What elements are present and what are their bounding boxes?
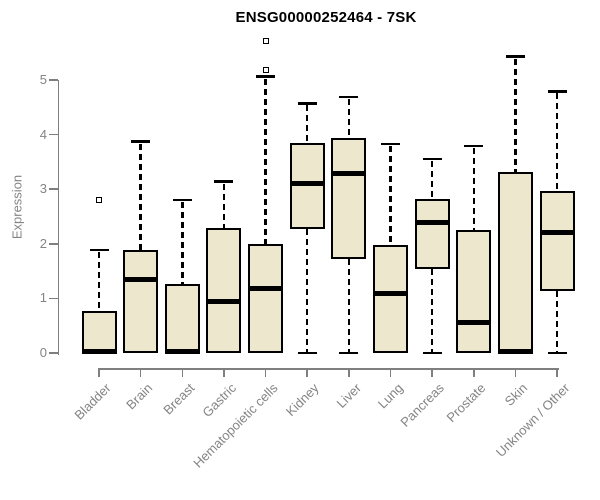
upper-whisker-line <box>139 143 142 251</box>
median-line <box>289 180 325 186</box>
upper-whisker-line <box>430 161 434 199</box>
y-tick-label: 0 <box>39 345 47 360</box>
x-axis-tick <box>389 368 392 377</box>
median-line <box>123 277 159 283</box>
y-axis-tick <box>49 297 58 300</box>
upper-whisker-cap <box>214 180 234 183</box>
upper-whisker-cap <box>131 140 151 143</box>
upper-whisker-cap <box>339 95 359 99</box>
box-iqr <box>414 199 450 270</box>
y-axis-tick <box>49 79 58 81</box>
y-tick-label: 1 <box>39 290 47 306</box>
upper-whisker-line <box>305 105 309 144</box>
upper-whisker-cap <box>505 55 525 58</box>
box-iqr <box>539 190 575 291</box>
box-iqr <box>331 138 367 259</box>
y-tick-label: 3 <box>39 181 47 197</box>
y-axis-tick <box>49 188 58 190</box>
x-category-label: Bladder <box>71 380 114 423</box>
box-iqr <box>164 283 200 353</box>
box-iqr <box>372 244 408 353</box>
y-axis-tick <box>49 133 58 136</box>
outlier-point <box>262 37 269 44</box>
x-axis-tick <box>473 368 475 377</box>
upper-whisker-line <box>181 202 184 284</box>
x-category-label: Breast <box>160 380 198 418</box>
x-axis-tick <box>556 368 558 377</box>
x-category-label: Liver <box>333 380 364 411</box>
upper-whisker-cap <box>297 102 317 105</box>
box-iqr <box>206 227 242 353</box>
upper-whisker-line <box>555 93 559 191</box>
outlier-point <box>96 196 102 203</box>
upper-whisker-cap <box>422 157 442 161</box>
median-line <box>331 171 367 177</box>
upper-whisker-line <box>97 251 101 311</box>
x-axis-tick <box>348 368 350 377</box>
box-iqr <box>123 250 159 353</box>
median-line <box>372 290 408 296</box>
median-line <box>164 348 200 354</box>
x-category-label: Brain <box>123 380 156 413</box>
median-line <box>456 319 492 325</box>
outlier-point <box>262 67 269 74</box>
chart-title: ENSG00000252464 - 7SK <box>235 9 417 26</box>
x-category-label: Unknown / Other <box>492 380 572 460</box>
x-axis-tick <box>223 368 225 377</box>
median-line <box>539 230 575 236</box>
x-category-label: Prostate <box>443 380 489 426</box>
x-axis-tick <box>514 368 517 377</box>
x-axis-line <box>97 368 559 370</box>
upper-whisker-line <box>264 78 267 245</box>
box-iqr <box>497 171 533 353</box>
box-iqr <box>248 244 284 353</box>
lower-whisker-cap <box>422 351 442 355</box>
median-line <box>497 348 533 354</box>
x-category-label: Skin <box>501 380 531 409</box>
upper-whisker-cap <box>547 90 567 93</box>
upper-whisker-line <box>222 183 226 228</box>
lower-whisker-cap <box>339 351 359 355</box>
lower-whisker-line <box>305 228 309 352</box>
y-axis-tick <box>49 243 58 245</box>
median-line <box>206 299 242 305</box>
upper-whisker-cap <box>380 142 400 146</box>
y-axis-line <box>57 80 59 355</box>
x-axis-tick <box>264 368 267 377</box>
x-axis-tick <box>306 368 308 377</box>
x-axis-tick <box>181 368 184 377</box>
upper-whisker-cap <box>89 248 109 252</box>
upper-whisker-line <box>472 148 475 230</box>
box-iqr <box>289 143 325 229</box>
lower-whisker-line <box>430 269 434 352</box>
x-axis-tick <box>139 368 142 377</box>
median-line <box>248 286 284 292</box>
x-category-label: Lung <box>374 380 406 412</box>
box-iqr <box>81 310 117 353</box>
y-axis-tick <box>49 352 58 354</box>
lower-whisker-line <box>555 290 559 352</box>
upper-whisker-cap <box>464 144 484 148</box>
upper-whisker-line <box>514 58 517 172</box>
lower-whisker-cap <box>297 351 317 355</box>
lower-whisker-cap <box>547 351 567 355</box>
lower-whisker-line <box>347 258 351 352</box>
x-category-label: Kidney <box>283 380 323 420</box>
x-axis-tick <box>431 368 433 377</box>
box-iqr <box>456 229 492 353</box>
x-category-label: Gastric <box>199 380 239 421</box>
x-category-label: Hematopoietic cells <box>190 380 281 471</box>
median-line <box>414 220 450 225</box>
y-tick-label: 5 <box>39 72 47 87</box>
median-line <box>81 348 117 354</box>
upper-whisker-line <box>389 145 392 245</box>
y-tick-label: 2 <box>39 235 47 251</box>
upper-whisker-cap <box>256 75 276 78</box>
x-axis-tick <box>98 368 100 377</box>
x-category-label: Pancreas <box>397 380 448 430</box>
upper-whisker-line <box>347 98 351 139</box>
y-tick-label: 4 <box>39 126 47 142</box>
upper-whisker-cap <box>172 198 192 202</box>
